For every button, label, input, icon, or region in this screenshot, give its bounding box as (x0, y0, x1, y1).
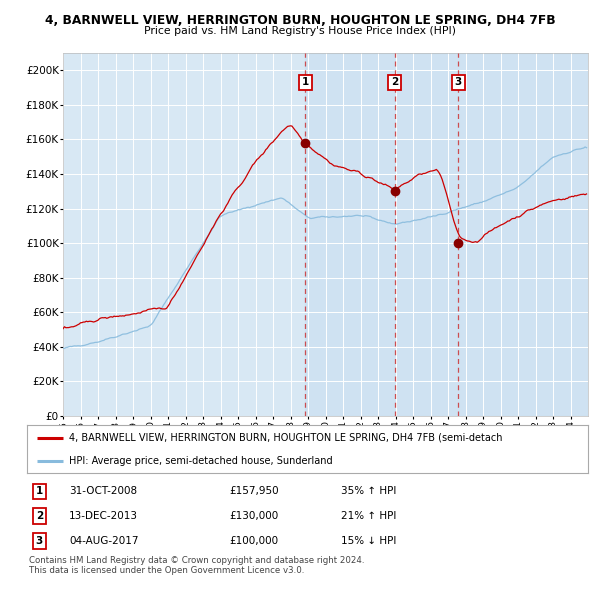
Text: 35% ↑ HPI: 35% ↑ HPI (341, 487, 397, 497)
Bar (305, 53, 588, 416)
Text: 2: 2 (391, 77, 398, 87)
Text: 3: 3 (36, 536, 43, 546)
Text: 3: 3 (455, 77, 462, 87)
Text: 04-AUG-2017: 04-AUG-2017 (69, 536, 139, 546)
Text: 13-DEC-2013: 13-DEC-2013 (69, 512, 138, 522)
Text: 4, BARNWELL VIEW, HERRINGTON BURN, HOUGHTON LE SPRING, DH4 7FB: 4, BARNWELL VIEW, HERRINGTON BURN, HOUGH… (44, 14, 556, 27)
Text: 15% ↓ HPI: 15% ↓ HPI (341, 536, 397, 546)
Text: 2: 2 (36, 512, 43, 522)
Text: Contains HM Land Registry data © Crown copyright and database right 2024.: Contains HM Land Registry data © Crown c… (29, 556, 364, 565)
Text: Price paid vs. HM Land Registry's House Price Index (HPI): Price paid vs. HM Land Registry's House … (144, 26, 456, 36)
Text: 4, BARNWELL VIEW, HERRINGTON BURN, HOUGHTON LE SPRING, DH4 7FB (semi-detach: 4, BARNWELL VIEW, HERRINGTON BURN, HOUGH… (69, 433, 503, 443)
Text: 31-OCT-2008: 31-OCT-2008 (69, 487, 137, 497)
Text: £157,950: £157,950 (229, 487, 278, 497)
Text: 21% ↑ HPI: 21% ↑ HPI (341, 512, 397, 522)
Text: 1: 1 (36, 487, 43, 497)
Text: £100,000: £100,000 (229, 536, 278, 546)
Text: HPI: Average price, semi-detached house, Sunderland: HPI: Average price, semi-detached house,… (69, 456, 332, 466)
Text: 1: 1 (301, 77, 309, 87)
Text: This data is licensed under the Open Government Licence v3.0.: This data is licensed under the Open Gov… (29, 566, 304, 575)
Text: £130,000: £130,000 (229, 512, 278, 522)
